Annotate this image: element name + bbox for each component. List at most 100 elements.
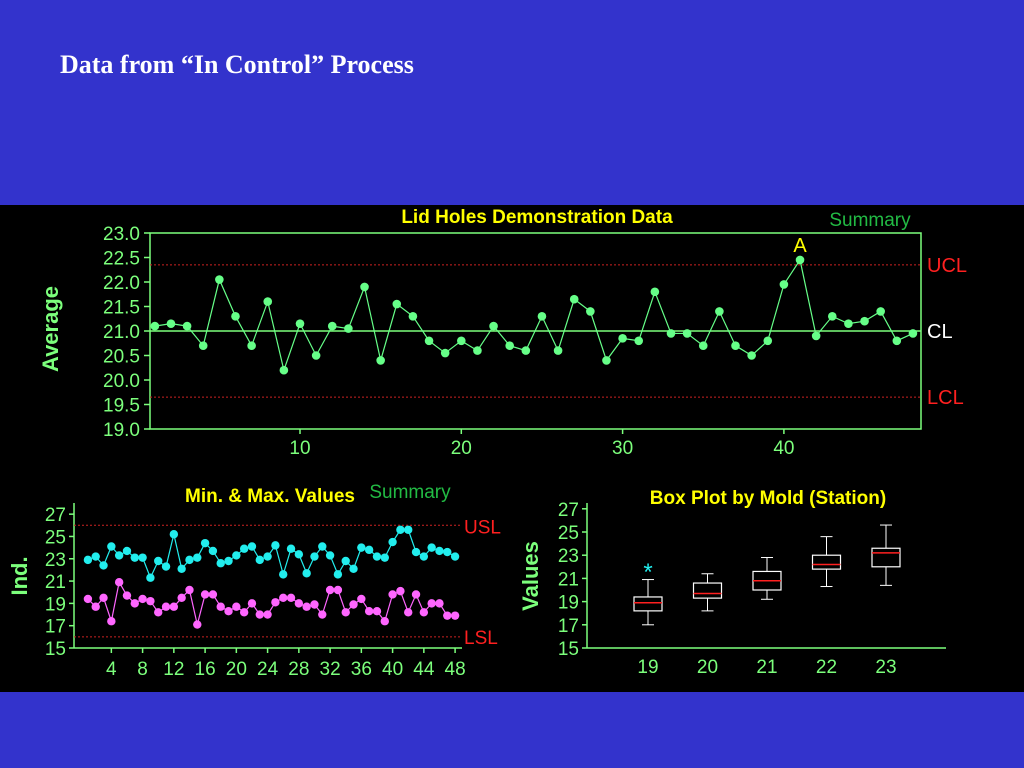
chart2-max-point: [193, 553, 202, 562]
chart1-data-point: [666, 329, 676, 338]
chart2-min-point: [130, 599, 139, 608]
chart2-max-point: [357, 543, 366, 552]
chart1-data-point: [682, 329, 692, 338]
chart2-max-point: [239, 544, 249, 553]
chart2-min-point: [271, 598, 280, 607]
chart1-data-point: [827, 312, 837, 321]
chart1-y-tick-label: 20.0: [103, 371, 140, 392]
chart1-y-tick-label: 19.5: [103, 396, 140, 417]
chart1-ucl-label: UCL: [927, 255, 967, 277]
chart2-max-point: [404, 525, 413, 534]
chart2-min-point: [333, 585, 343, 595]
chart2-max-point: [279, 570, 288, 579]
chart1-data-point: [473, 346, 482, 355]
chart2-min-point: [169, 602, 179, 611]
chart1-data-point: [166, 319, 176, 328]
chart1-y-tick-label: 22.0: [103, 273, 140, 294]
chart2-y-tick-label: 25: [45, 527, 66, 548]
chart1-data-point: [360, 282, 369, 292]
chart2-min-point: [193, 620, 202, 629]
chart1-data-point: [779, 280, 789, 289]
chart2-max-point: [91, 552, 100, 561]
chart2-max-point: [247, 542, 257, 551]
chart1-summary-label: Summary: [829, 210, 911, 231]
chart2-max-point: [388, 537, 397, 547]
chart2-max-point: [310, 552, 319, 561]
chart1-ylabel: Average: [38, 286, 63, 372]
chart1-data-point: [876, 307, 885, 316]
chart2-min-point: [341, 608, 350, 617]
chart1-data-point: [844, 319, 853, 328]
chart1-y-tick-label: 19.0: [103, 420, 140, 441]
chart1-data-point: [698, 341, 708, 350]
chart2-summary-label: Summary: [369, 482, 451, 503]
chart1-data-point: [489, 321, 498, 331]
chart1-data-point: [215, 275, 224, 284]
chart2-max-point: [380, 553, 389, 562]
chart1-data-point: [586, 307, 595, 316]
chart2-max-point: [107, 542, 116, 551]
chart2-x-tick-label: 48: [445, 659, 466, 680]
chart2-lsl-label: LSL: [464, 628, 498, 649]
chart2-min-point: [83, 594, 93, 604]
chart3-x-tick-label: 23: [875, 657, 896, 678]
chart2-min-point: [279, 593, 288, 603]
chart2-min-point: [91, 602, 100, 611]
chart2-min-point: [263, 610, 272, 619]
chart2-max-point: [364, 545, 374, 555]
chart2-min-point: [302, 602, 311, 611]
chart2-max-point: [208, 546, 218, 556]
chart1-lcl-label: LCL: [927, 387, 964, 409]
chart2-min-point: [380, 617, 389, 626]
chart1-data-point: [279, 365, 289, 375]
chart1-data-point: [553, 346, 563, 355]
chart1-x-tick-label: 40: [773, 438, 794, 459]
chart2-max-point: [372, 552, 382, 561]
chart1-data-point: [715, 307, 724, 316]
chart3-x-tick-label: 19: [637, 657, 658, 678]
chart1-y-tick-label: 20.5: [103, 347, 140, 368]
chart2-min-point: [224, 606, 233, 616]
chart1-data-point: [311, 351, 321, 360]
chart1-data-point: [263, 297, 273, 306]
chart2-max-point: [427, 543, 436, 552]
chart2-max-point: [146, 573, 155, 582]
chart2-x-tick-label: 40: [382, 659, 403, 680]
chart2-max-point: [114, 551, 124, 560]
chart2-min-point: [404, 608, 413, 617]
chart2-x-tick-label: 44: [413, 659, 435, 680]
chart2-min-point: [122, 591, 132, 600]
chart1-data-point: [618, 334, 627, 343]
chart2-min-point: [114, 577, 124, 587]
chart3-y-tick-label: 19: [558, 593, 579, 614]
chart2-max-point: [185, 555, 194, 565]
chart2-max-point: [325, 551, 335, 560]
chart3-y-tick-label: 25: [558, 523, 579, 544]
chart2-x-tick-label: 32: [320, 659, 341, 680]
chart1-data-point: [908, 329, 918, 338]
chart1-data-point: [231, 312, 240, 321]
chart2-max-point: [83, 555, 93, 565]
chart2-min-point: [318, 610, 327, 619]
chart2-min-point: [294, 599, 304, 608]
chart2-x-tick-label: 16: [195, 659, 216, 680]
chart3-y-tick-label: 17: [558, 616, 579, 637]
chart1-title: Lid Holes Demonstration Data: [401, 207, 673, 228]
chart2-max-point: [99, 561, 108, 570]
chart2-max-point: [450, 552, 460, 561]
chart2-min-point: [419, 608, 429, 617]
chart2-min-point: [435, 599, 444, 608]
chart2-max-point: [122, 546, 132, 556]
chart2-y-tick-label: 21: [45, 572, 66, 593]
chart2-min-point: [325, 585, 335, 595]
chart2-min-point: [177, 593, 186, 603]
chart1-data-point: [392, 299, 402, 309]
chart2-y-tick-label: 23: [45, 550, 66, 571]
chart2-max-point: [349, 564, 358, 574]
chart2-x-tick-label: 4: [106, 659, 117, 680]
slide-title: Data from “In Control” Process: [60, 50, 414, 79]
chart2-max-point: [216, 559, 225, 568]
average-control-chart: Lid Holes Demonstration Data Summary Ave…: [38, 207, 967, 459]
chart2-max-point: [396, 525, 405, 534]
chart1-x-tick-label: 10: [289, 438, 310, 459]
